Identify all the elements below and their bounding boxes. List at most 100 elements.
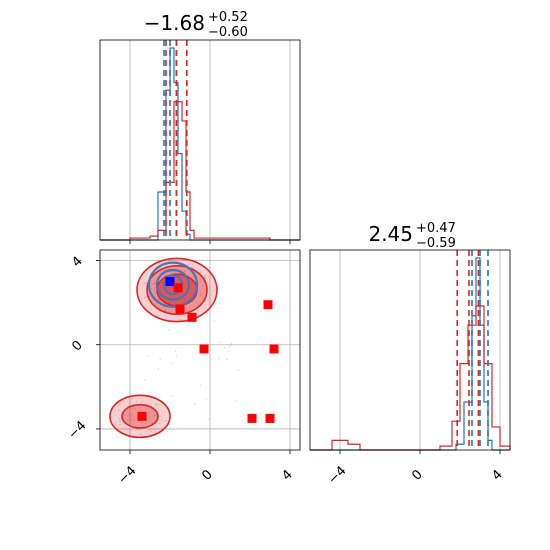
sample-speck [199,301,201,304]
y-marginal-histogram-series-1 [310,305,511,451]
x-marginal-ticks [129,240,291,244]
sample-speck [139,433,142,436]
sample-speck [175,355,178,357]
sample-speck [119,420,121,423]
sample-speck [208,418,210,421]
sample-speck [165,264,167,267]
sample-speck [168,328,171,331]
sample-speck [204,277,206,279]
sample-speck [133,418,136,421]
sample-speck [170,310,173,313]
y-marginal-title-minus: −0.59 [416,236,456,251]
sample-speck [171,395,173,397]
sample-speck [183,270,186,272]
sample-speck [183,314,186,317]
sample-speck [194,402,196,405]
y-marginal-title-plus: +0.47 [416,221,456,236]
sample-speck [128,413,130,416]
sample-speck [124,417,127,420]
sample-speck [159,358,161,361]
sample-speck [187,268,189,271]
sample-speck [213,320,216,322]
sample-speck [154,279,156,281]
sample-speck [154,431,157,434]
sample-speck [196,301,198,304]
sample-speck [118,417,121,420]
sample-speck [131,413,133,416]
sample-speck [218,341,221,344]
sample-speck [207,299,209,301]
sample-speck [132,419,135,422]
sample-speck [201,285,204,287]
sample-speck [224,346,226,349]
scatter-marker [175,304,185,314]
sample-speck [158,422,161,425]
sample-speck [171,362,173,365]
sample-speck [179,318,182,321]
sample-speck [165,419,167,422]
x-marginal-quantile-lines [163,40,188,240]
x-marginal-background [100,40,300,240]
contour-level [155,268,191,301]
sample-speck [237,369,240,371]
sample-speck [226,358,228,361]
sample-speck [135,401,138,403]
sample-speck [150,287,153,290]
y-marginal-grid [339,250,501,450]
sample-speck [235,400,238,403]
y-marginal-title-value: 2.45 [368,222,413,246]
sample-speck [145,282,148,284]
sample-speck [130,415,133,417]
x-marginal-title-minus: −0.60 [208,25,248,40]
sample-speck [192,300,195,303]
sample-speck [168,311,171,313]
x-marginal-panel: −1.68 +0.52 −0.60 [99,10,301,244]
sample-speck [199,271,202,274]
sample-speck [134,408,136,411]
sample-speck [150,430,153,432]
sample-speck [114,423,117,425]
scatter-marker [173,283,183,293]
scatter-marker [199,344,209,354]
scatter-marker [187,312,197,322]
sample-speck [153,414,155,417]
sample-speck [153,289,156,292]
sample-speck [115,425,117,428]
x-marginal-title-plus: +0.52 [208,10,248,25]
sample-speck [130,397,133,400]
sample-speck [150,410,153,413]
sample-speck [160,427,162,430]
joint-frame [99,249,301,451]
sample-speck [230,342,233,345]
sample-speck [155,403,158,406]
sample-speck [204,399,207,401]
sample-speck [204,274,207,277]
sample-speck [199,384,202,387]
sample-speck [153,429,156,431]
sample-speck [143,283,145,286]
scatter-marker [247,413,257,423]
sample-speck [143,296,146,299]
sample-speck [152,283,154,286]
sample-speck [155,414,157,416]
sample-speck [197,310,199,312]
sample-speck [119,402,122,405]
sample-speck [144,379,147,382]
sample-speck [201,292,203,295]
sample-speck [117,409,120,411]
sample-speck [192,265,194,267]
sample-speck [218,357,220,360]
x-marginal-histogram-series-1 [100,101,300,241]
y-marginal-panel: −4 0 4 2.45 +0.47 −0.59 [309,221,511,488]
sample-speck [129,430,131,432]
sample-speck [144,282,146,284]
sample-speck [119,423,121,426]
sample-speck [142,400,144,403]
scatter-marker [137,411,147,421]
sample-speck [164,309,167,311]
sample-speck [199,294,202,296]
sample-speck [228,346,231,348]
sample-speck [148,411,150,414]
scatter-marker [263,300,273,310]
